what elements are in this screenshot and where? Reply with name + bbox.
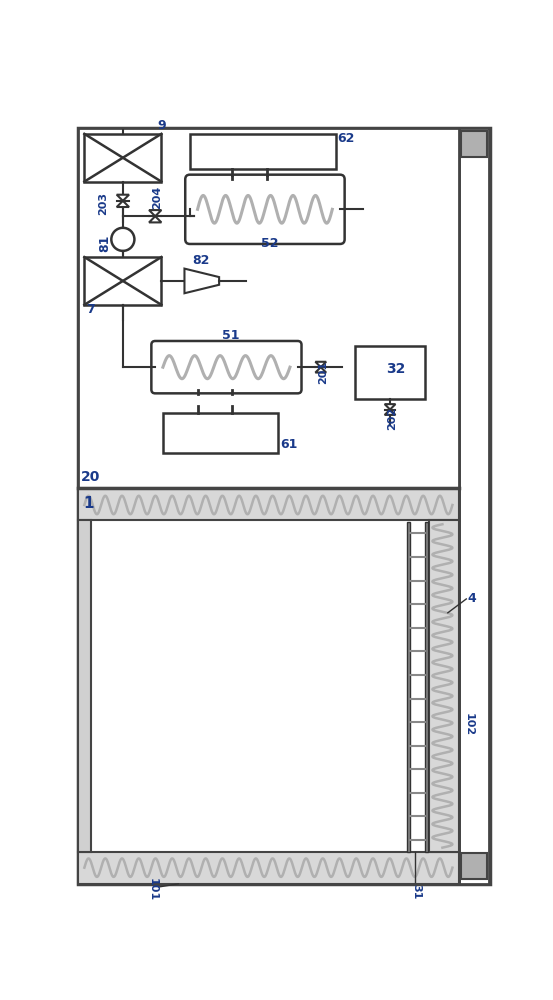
- Text: 102: 102: [463, 713, 473, 736]
- Text: 61: 61: [280, 438, 298, 451]
- Text: 203: 203: [98, 192, 108, 215]
- Bar: [190, 134, 336, 169]
- Polygon shape: [149, 210, 161, 216]
- Bar: [407, 522, 410, 852]
- Text: 81: 81: [98, 235, 111, 252]
- Text: 202: 202: [387, 406, 397, 430]
- Circle shape: [111, 228, 134, 251]
- Bar: [429, 520, 460, 852]
- Bar: [78, 852, 460, 884]
- Bar: [163, 413, 278, 453]
- Text: 204: 204: [152, 185, 162, 209]
- Text: 101: 101: [148, 878, 158, 902]
- Bar: [78, 520, 91, 852]
- Polygon shape: [117, 195, 129, 201]
- Bar: [78, 488, 460, 520]
- Text: 1: 1: [84, 496, 94, 511]
- Polygon shape: [117, 201, 129, 207]
- Polygon shape: [315, 367, 326, 373]
- Text: 20: 20: [81, 470, 101, 484]
- Text: 4: 4: [468, 592, 477, 605]
- Bar: [425, 522, 428, 852]
- Bar: [78, 128, 460, 488]
- Polygon shape: [315, 362, 326, 367]
- Bar: [85, 134, 161, 182]
- Text: 9: 9: [158, 119, 166, 132]
- Polygon shape: [385, 404, 395, 410]
- Text: 31: 31: [411, 884, 421, 899]
- Polygon shape: [385, 410, 395, 415]
- Bar: [356, 346, 425, 399]
- Text: 7: 7: [86, 303, 95, 316]
- Polygon shape: [149, 216, 161, 222]
- Text: 32: 32: [386, 362, 405, 376]
- Text: 52: 52: [260, 237, 278, 250]
- Text: 82: 82: [192, 254, 210, 267]
- Bar: [460, 128, 489, 884]
- Bar: [461, 853, 487, 879]
- FancyBboxPatch shape: [185, 175, 345, 244]
- FancyBboxPatch shape: [152, 341, 301, 393]
- Bar: [85, 257, 161, 305]
- Text: 62: 62: [338, 132, 355, 145]
- Text: 51: 51: [222, 329, 239, 342]
- Text: 201: 201: [317, 361, 328, 384]
- Polygon shape: [185, 269, 219, 293]
- Bar: [78, 487, 460, 884]
- Bar: [461, 131, 487, 157]
